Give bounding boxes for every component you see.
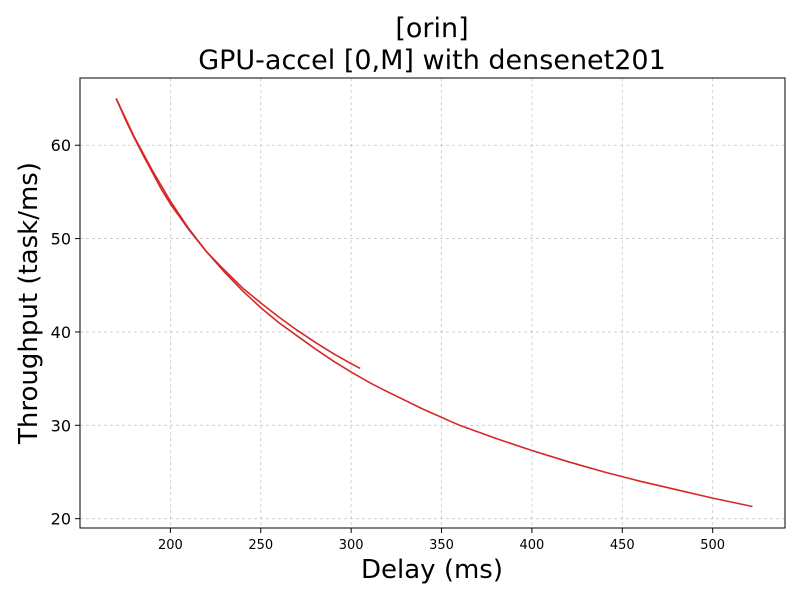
y-axis-ticks: 20 30 40 50 60	[51, 136, 80, 529]
x-tick-label: 500	[700, 538, 725, 553]
y-axis-label: Throughput (task/ms)	[14, 162, 44, 445]
grid	[80, 78, 785, 528]
x-tick-label: 250	[248, 538, 273, 553]
x-axis-ticks: 200 250 300 350 400 450 500	[158, 528, 725, 553]
y-tick-label: 60	[51, 136, 71, 155]
x-tick-label: 300	[339, 538, 364, 553]
y-tick-label: 20	[51, 510, 71, 529]
x-tick-label: 200	[158, 538, 183, 553]
plot-frame	[79, 77, 786, 529]
x-tick-label: 350	[429, 538, 454, 553]
chart-title-line1: [orin]	[395, 13, 468, 44]
y-tick-label: 30	[51, 416, 71, 435]
x-axis-label: Delay (ms)	[361, 555, 503, 585]
y-tick-label: 40	[51, 323, 71, 342]
chart-title-line2: GPU-accel [0,M] with densenet201	[198, 45, 666, 76]
series-line-2	[115, 98, 753, 508]
y-tick-label: 50	[51, 230, 71, 249]
series-layer	[115, 98, 753, 508]
series-line-1	[115, 98, 361, 370]
x-tick-label: 450	[610, 538, 635, 553]
x-tick-label: 400	[520, 538, 545, 553]
